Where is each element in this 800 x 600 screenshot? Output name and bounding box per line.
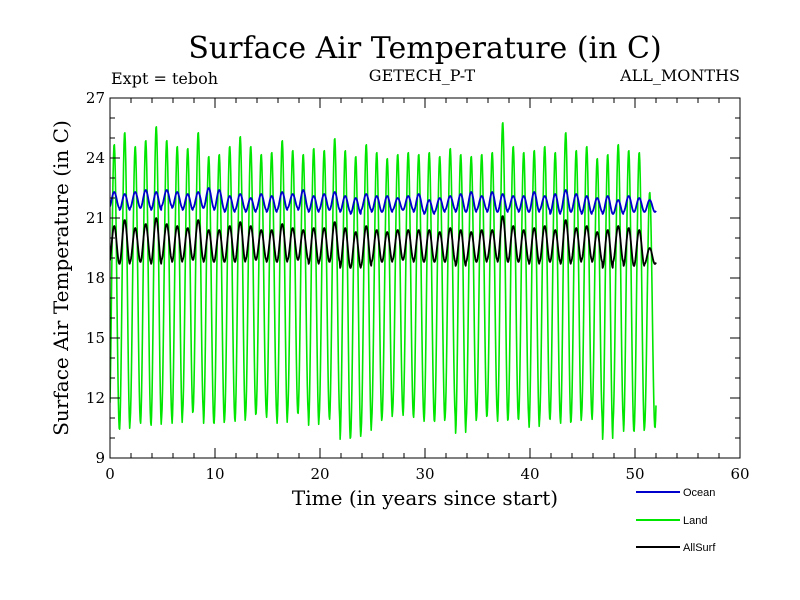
x-tick-label: 20: [310, 465, 329, 483]
subtitle-left: Expt = teboh: [111, 69, 218, 88]
y-tick-label: 21: [86, 209, 105, 227]
y-tick-label: 27: [86, 89, 105, 107]
series-line-ocean: [110, 187, 657, 215]
legend-label-land: Land: [683, 515, 707, 527]
x-tick-label: 0: [105, 465, 115, 483]
x-tick-label: 40: [520, 465, 539, 483]
series-line-land: [110, 122, 657, 441]
x-axis-label: Time (in years since start): [292, 486, 558, 510]
legend-label-ocean: Ocean: [683, 487, 715, 499]
subtitle-right: ALL_MONTHS: [619, 66, 740, 85]
x-tick-label: 50: [625, 465, 644, 483]
x-tick-label: 30: [415, 465, 434, 483]
series-line-allsurf: [110, 215, 657, 269]
x-tick-label: 60: [730, 465, 749, 483]
legend-label-allsurf: AllSurf: [683, 542, 716, 554]
legend: Ocean Land AllSurf: [636, 487, 716, 554]
y-tick-label: 9: [95, 449, 105, 467]
y-tick-label: 12: [86, 389, 105, 407]
x-tick-label: 10: [205, 465, 224, 483]
chart-title: Surface Air Temperature (in C): [188, 31, 661, 66]
y-tick-label: 24: [86, 149, 105, 167]
y-axis-label: Surface Air Temperature (in C): [49, 120, 73, 436]
y-tick-label: 18: [86, 269, 105, 287]
tick-layer: 0 10 20 30 40 50 60 9 12 15 18 21 24 27: [86, 89, 750, 483]
y-tick-label: 15: [86, 329, 105, 347]
subtitle-center: GETECH_P-T: [369, 66, 476, 85]
series-layer: [110, 122, 657, 441]
